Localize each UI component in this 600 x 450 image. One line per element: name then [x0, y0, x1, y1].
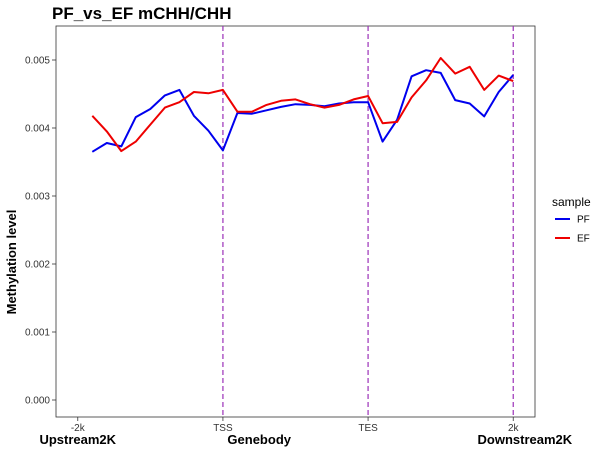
x-tick-label: -2k: [71, 423, 86, 434]
chart-title: PF_vs_EF mCHH/CHH: [52, 4, 232, 23]
region-label: Downstream2K: [478, 432, 573, 447]
y-tick-label: 0.002: [25, 260, 50, 271]
region-labels: Upstream2K Genebody Downstream2K: [39, 432, 572, 447]
x-tick-label: 2k: [508, 423, 520, 434]
plot-panel-border: [55, 25, 536, 418]
y-tick-label: 0.001: [25, 328, 50, 339]
y-tick-label: 0.005: [25, 56, 50, 67]
series-lines: [91, 57, 514, 153]
y-tick-label: 0.004: [25, 124, 50, 135]
y-tick-label: 0.000: [25, 396, 50, 407]
legend: sample PF EF: [552, 195, 591, 245]
region-label: Genebody: [227, 432, 291, 447]
y-axis: 0.000 0.001 0.002 0.003 0.004 0.005: [25, 56, 56, 407]
y-axis-label: Methylation level: [4, 210, 19, 315]
x-axis: -2k TSS TES 2k: [71, 417, 520, 434]
region-boundary-lines: [222, 26, 514, 417]
legend-label-pf: PF: [577, 215, 590, 226]
legend-title: sample: [552, 195, 591, 209]
region-label: Upstream2K: [39, 432, 116, 447]
series-line-ef: [91, 57, 514, 153]
legend-label-ef: EF: [577, 234, 590, 245]
y-tick-label: 0.003: [25, 192, 50, 203]
x-tick-label: TSS: [213, 423, 233, 434]
series-line-pf: [91, 69, 514, 153]
x-tick-label: TES: [358, 423, 378, 434]
